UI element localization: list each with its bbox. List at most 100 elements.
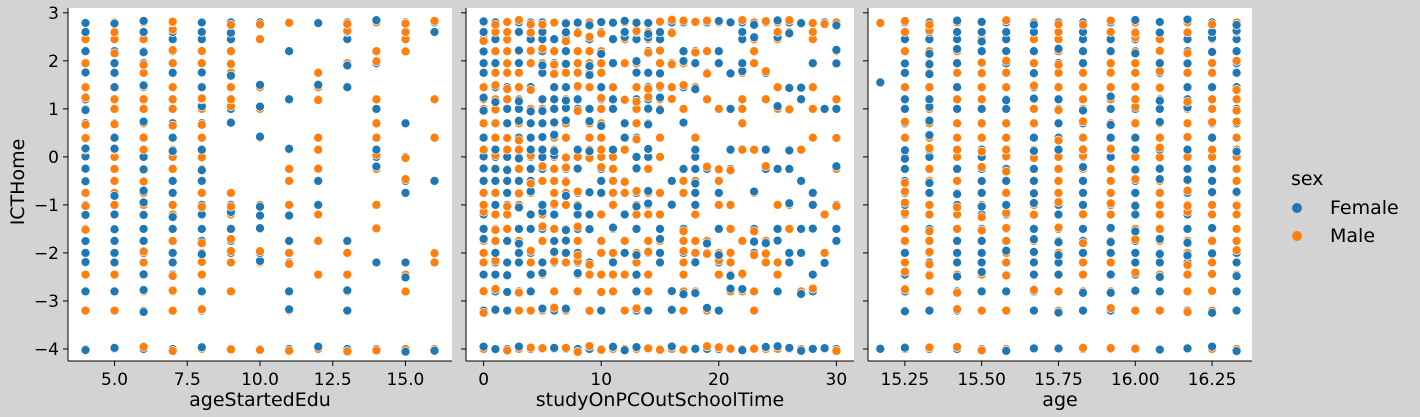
data-point	[737, 58, 748, 69]
data-point	[1231, 56, 1242, 66]
data-point	[619, 132, 630, 143]
data-point	[631, 17, 642, 28]
data-point	[875, 18, 886, 28]
data-point	[138, 132, 149, 143]
data-point	[561, 162, 571, 173]
data-point	[478, 257, 489, 268]
data-point	[561, 46, 571, 57]
data-point	[1182, 58, 1193, 69]
data-point	[690, 288, 701, 298]
data-point	[1053, 59, 1064, 70]
data-point	[1001, 104, 1012, 114]
data-point	[478, 16, 489, 27]
data-point	[138, 307, 149, 317]
data-point	[400, 346, 411, 357]
data-point	[138, 224, 149, 234]
data-point	[678, 176, 689, 186]
data-point	[514, 135, 524, 146]
data-point	[749, 250, 759, 260]
data-point	[525, 269, 536, 280]
data-point	[608, 200, 618, 210]
data-point	[1029, 188, 1039, 199]
data-point	[502, 224, 513, 234]
data-point	[760, 16, 771, 27]
data-point	[514, 248, 524, 258]
data-point	[490, 269, 501, 280]
data-point	[900, 132, 910, 143]
data-point	[1231, 116, 1242, 127]
data-point	[655, 188, 665, 198]
data-point	[1029, 146, 1039, 156]
data-point	[1231, 186, 1242, 197]
data-point	[478, 307, 489, 318]
data-point	[784, 104, 795, 115]
data-point	[760, 248, 771, 259]
data-point	[619, 248, 630, 258]
data-point	[702, 68, 712, 79]
data-point	[772, 286, 783, 297]
data-point	[561, 95, 571, 106]
data-point	[255, 223, 265, 234]
data-point	[1130, 48, 1141, 59]
data-point	[772, 224, 783, 234]
data-point	[631, 26, 642, 36]
data-point	[619, 209, 630, 220]
data-point	[749, 236, 759, 247]
data-point	[1130, 188, 1141, 198]
data-point	[584, 146, 595, 157]
data-point	[1029, 19, 1039, 30]
data-point	[1001, 270, 1012, 281]
data-point	[831, 201, 842, 212]
data-point	[1182, 174, 1193, 185]
data-point	[514, 27, 524, 37]
data-point	[1231, 236, 1242, 246]
data-point	[643, 92, 654, 102]
data-point	[749, 46, 759, 57]
data-point	[608, 82, 618, 93]
data-point	[1078, 46, 1088, 57]
data-point	[713, 305, 724, 316]
data-point	[1231, 286, 1242, 297]
data-point	[678, 236, 689, 246]
data-point	[537, 200, 548, 210]
data-point	[572, 67, 583, 78]
data-point	[490, 304, 501, 315]
data-point	[900, 257, 910, 268]
data-point	[1130, 305, 1141, 316]
data-point	[525, 257, 536, 268]
data-point	[80, 345, 91, 355]
data-point	[400, 18, 411, 29]
data-point	[167, 200, 178, 210]
data-point	[584, 82, 595, 93]
data-point	[631, 209, 642, 220]
data-point	[784, 248, 795, 258]
data-point	[760, 238, 771, 249]
data-point	[819, 248, 830, 258]
data-point	[619, 177, 630, 187]
data-point	[725, 104, 736, 114]
data-point	[1231, 85, 1242, 95]
x-tick-label: 10.0	[241, 370, 279, 390]
data-point	[371, 223, 382, 234]
data-point	[138, 176, 149, 187]
data-point	[514, 188, 524, 199]
data-point	[725, 247, 736, 258]
data-point	[1207, 248, 1217, 259]
y-tick-label: −2	[34, 244, 59, 264]
data-point	[1078, 176, 1088, 186]
data-point	[478, 248, 489, 258]
data-point	[1053, 250, 1064, 261]
data-point	[1078, 19, 1088, 30]
data-point	[584, 104, 595, 114]
data-point	[1029, 257, 1039, 268]
data-point	[819, 258, 830, 268]
data-point	[109, 343, 120, 353]
data-point	[313, 163, 324, 174]
data-point	[490, 188, 501, 198]
data-point	[875, 77, 886, 88]
data-point	[900, 186, 910, 197]
data-point	[313, 269, 324, 280]
data-point	[1029, 305, 1039, 316]
data-point	[596, 93, 607, 103]
data-point	[80, 105, 91, 115]
